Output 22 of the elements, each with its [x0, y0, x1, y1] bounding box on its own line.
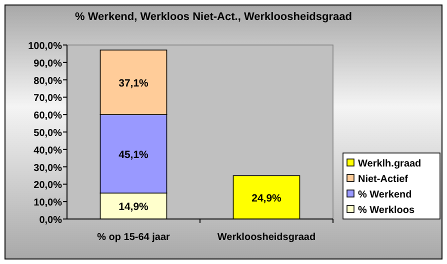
y-tick-label: 20,0%	[34, 180, 62, 192]
y-tick-label: 10,0%	[34, 198, 62, 209]
y-tick-label: 0,0%	[39, 215, 62, 226]
y-tick-label: 90,0%	[34, 58, 62, 70]
y-tick-label: 100,0%	[28, 41, 62, 52]
y-tick-label: 60,0%	[34, 110, 62, 122]
y-tick-label: 30,0%	[34, 162, 62, 174]
data-label: 37,1%	[118, 77, 150, 90]
legend-label: % Werkloos	[358, 205, 415, 216]
y-tick-label: 70,0%	[34, 93, 62, 104]
y-tick-label: 50,0%	[34, 128, 62, 139]
data-label: 14,9%	[118, 201, 150, 214]
x-tick-label: Werkloosheidsgraad	[217, 232, 316, 243]
legend-label: Niet-Actief	[358, 174, 409, 185]
y-tick-label: 80,0%	[34, 76, 62, 87]
data-label: 45,1%	[118, 148, 150, 161]
data-label: 24,9%	[252, 192, 282, 204]
chart-title: % Werkend, Werkloos Niet-Act., Werkloosheidsgraad	[75, 11, 352, 23]
x-tick-label: % op 15-64 jaar	[97, 232, 170, 243]
y-tick-label: 40,0%	[34, 145, 62, 156]
legend-label: Werklh.graad	[358, 158, 422, 170]
legend-label: % Werkend	[358, 190, 412, 200]
